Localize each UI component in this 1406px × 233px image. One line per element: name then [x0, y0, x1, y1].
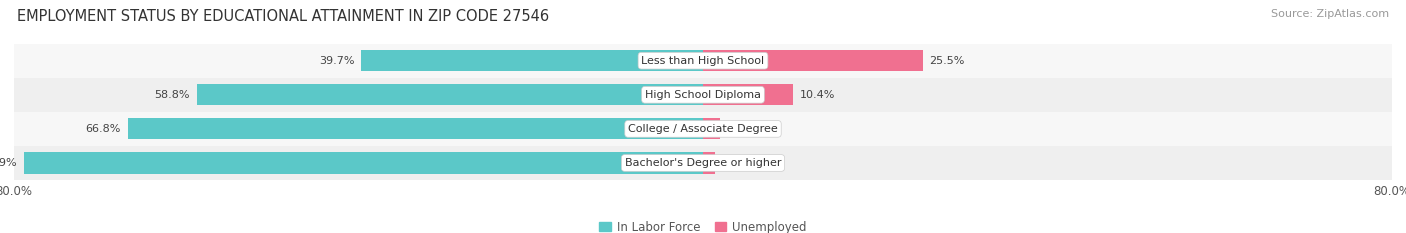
Bar [14, 112, 1392, 146]
Text: 10.4%: 10.4% [800, 90, 835, 100]
Bar [24, 152, 703, 174]
Bar [197, 84, 703, 105]
Text: Bachelor's Degree or higher: Bachelor's Degree or higher [624, 158, 782, 168]
Bar [703, 50, 922, 71]
Text: 2.0%: 2.0% [727, 124, 755, 134]
Text: 66.8%: 66.8% [86, 124, 121, 134]
Text: 25.5%: 25.5% [929, 56, 965, 66]
Text: 39.7%: 39.7% [319, 56, 354, 66]
Bar [14, 78, 1392, 112]
Bar [703, 84, 793, 105]
Legend: In Labor Force, Unemployed: In Labor Force, Unemployed [595, 216, 811, 233]
Bar [14, 146, 1392, 180]
Bar [128, 118, 703, 140]
Text: 78.9%: 78.9% [0, 158, 17, 168]
Text: 58.8%: 58.8% [155, 90, 190, 100]
Text: EMPLOYMENT STATUS BY EDUCATIONAL ATTAINMENT IN ZIP CODE 27546: EMPLOYMENT STATUS BY EDUCATIONAL ATTAINM… [17, 9, 548, 24]
Bar [14, 44, 1392, 78]
Text: College / Associate Degree: College / Associate Degree [628, 124, 778, 134]
Bar [361, 50, 703, 71]
Text: High School Diploma: High School Diploma [645, 90, 761, 100]
Text: Source: ZipAtlas.com: Source: ZipAtlas.com [1271, 9, 1389, 19]
Text: 1.4%: 1.4% [721, 158, 751, 168]
Text: Less than High School: Less than High School [641, 56, 765, 66]
Bar [703, 152, 716, 174]
Bar [703, 118, 720, 140]
